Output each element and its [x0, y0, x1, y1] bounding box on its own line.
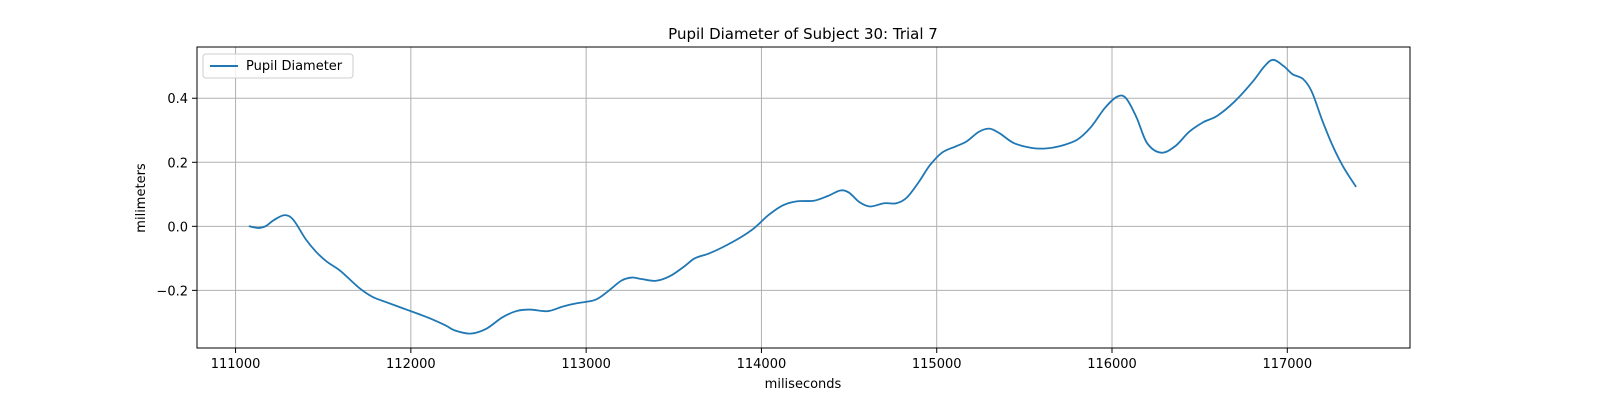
y-axis-ticks: −0.2 0.0 0.2 0.4	[156, 92, 197, 299]
x-tick-label: 114000	[737, 357, 787, 372]
y-tick-label: 0.0	[167, 220, 188, 235]
x-tick-label: 117000	[1262, 357, 1312, 372]
grid-lines	[197, 47, 1410, 348]
x-tick-label: 113000	[561, 357, 611, 372]
plot-lines	[248, 58, 1357, 335]
chart-title: Pupil Diameter of Subject 30: Trial 7	[668, 25, 938, 43]
x-tick-label: 111000	[211, 357, 261, 372]
y-tick-label: 0.2	[167, 156, 188, 171]
x-tick-label: 116000	[1087, 357, 1137, 372]
legend: Pupil Diameter	[202, 53, 354, 79]
y-tick-label: −0.2	[156, 284, 188, 299]
x-axis-ticks: 111000 112000 113000 114000 115000 116000 1170…	[211, 348, 1312, 372]
y-axis-label: milimeters	[134, 163, 149, 233]
legend-label: Pupil Diameter	[246, 59, 343, 74]
legend-box	[202, 53, 354, 79]
x-tick-label: 112000	[386, 357, 436, 372]
x-tick-label: 115000	[912, 357, 962, 372]
plot-area-frame	[196, 46, 1411, 349]
x-axis-label: miliseconds	[765, 377, 842, 392]
series-line-pupil-diameter	[248, 58, 1357, 335]
y-tick-label: 0.4	[167, 92, 188, 107]
